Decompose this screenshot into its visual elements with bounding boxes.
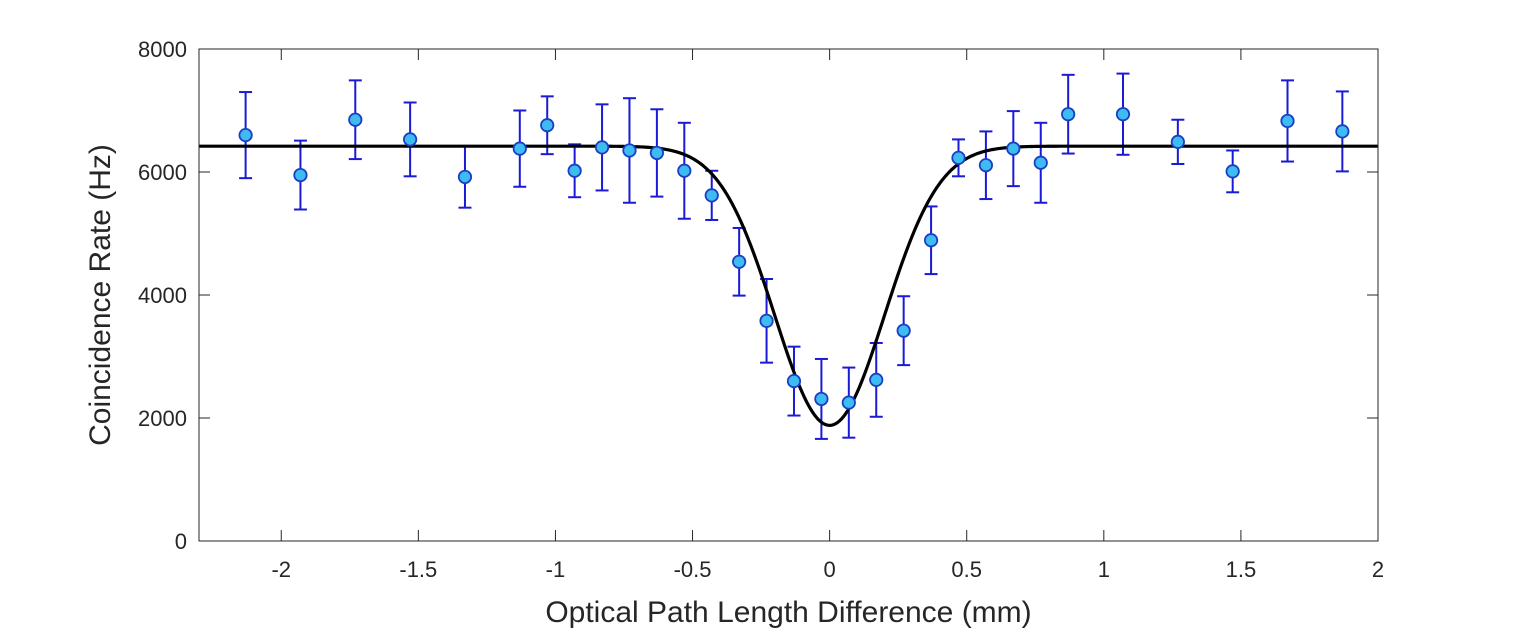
data-point bbox=[1006, 141, 1021, 156]
y-tick-label: 8000 bbox=[138, 37, 187, 62]
data-point bbox=[293, 167, 308, 183]
data-point bbox=[238, 128, 253, 143]
data-point bbox=[403, 132, 418, 147]
data-point bbox=[594, 140, 610, 155]
y-tick-label: 6000 bbox=[138, 160, 187, 185]
data-point bbox=[1061, 107, 1076, 122]
data-point bbox=[1335, 124, 1350, 139]
x-tick-label: 0 bbox=[824, 557, 836, 582]
x-tick-label: 2 bbox=[1372, 557, 1384, 582]
y-axis-label: Coincidence Rate (Hz) bbox=[84, 144, 117, 446]
data-point bbox=[1280, 113, 1295, 129]
x-tick-label: 1 bbox=[1098, 557, 1110, 582]
data-point bbox=[677, 163, 692, 178]
points-layer bbox=[238, 107, 1350, 410]
x-tick-label: 0.5 bbox=[951, 557, 982, 582]
x-tick-label: -1.5 bbox=[399, 557, 437, 582]
plot-area-frame bbox=[198, 48, 1379, 542]
data-point bbox=[622, 143, 637, 158]
data-point bbox=[786, 373, 802, 389]
data-point bbox=[348, 112, 363, 127]
data-point bbox=[540, 118, 555, 133]
ticks-layer bbox=[199, 48, 1379, 542]
data-point bbox=[1033, 155, 1048, 170]
data-point bbox=[512, 141, 527, 156]
x-tick-labels: -2 -1.5 -1 -0.5 0 0.5 1 1.5 2 bbox=[271, 557, 1384, 582]
x-tick-label: 1.5 bbox=[1226, 557, 1257, 582]
data-point bbox=[732, 254, 747, 269]
data-point bbox=[704, 188, 719, 203]
y-tick-label: 0 bbox=[175, 529, 187, 554]
data-point bbox=[1225, 164, 1240, 179]
y-tick-label: 4000 bbox=[138, 283, 187, 308]
data-point bbox=[814, 391, 829, 407]
data-point bbox=[978, 158, 994, 173]
data-point bbox=[923, 233, 939, 248]
x-axis-label: Optical Path Length Difference (mm) bbox=[545, 596, 1031, 629]
data-point bbox=[1170, 134, 1185, 149]
data-point bbox=[841, 395, 856, 410]
data-point bbox=[896, 323, 911, 338]
y-tick-labels: 0 2000 4000 6000 8000 bbox=[138, 37, 187, 554]
data-point bbox=[759, 313, 774, 328]
x-tick-label: -2 bbox=[271, 557, 291, 582]
data-point bbox=[1115, 107, 1131, 122]
data-point bbox=[649, 145, 664, 161]
x-tick-label: -1 bbox=[546, 557, 566, 582]
data-point bbox=[567, 163, 582, 178]
data-point bbox=[869, 372, 884, 387]
data-point bbox=[457, 169, 473, 185]
data-point bbox=[951, 150, 966, 165]
x-tick-label: -0.5 bbox=[674, 557, 712, 582]
y-tick-label: 2000 bbox=[138, 406, 187, 431]
